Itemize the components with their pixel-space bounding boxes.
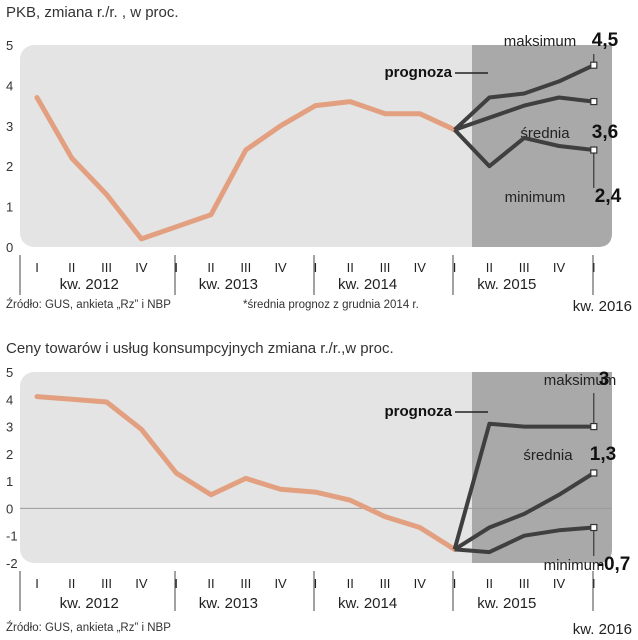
series-value-maksimum: 3 xyxy=(599,369,610,390)
x-tick-label: I xyxy=(592,576,596,591)
x-tick-label: III xyxy=(240,260,251,275)
y-tick-label: 5 xyxy=(6,38,13,53)
x-tick-label: III xyxy=(101,260,112,275)
forecast-line-maksimum xyxy=(452,421,594,550)
series-value-minimum: 2,4 xyxy=(595,186,622,207)
x-tick-label: IV xyxy=(414,260,427,275)
series-label-maksimum: maksimum xyxy=(544,372,617,389)
forecast-line-średnia xyxy=(453,95,595,132)
x-tick-label: II xyxy=(207,576,214,591)
x-tick-label: I xyxy=(174,260,178,275)
x-tick-label: IV xyxy=(135,576,148,591)
y-tick-label: -1 xyxy=(6,529,18,544)
x-tick-label: IV xyxy=(274,576,287,591)
x-tick-label: I xyxy=(314,576,318,591)
forecast-label: prognoza xyxy=(385,64,453,81)
chart-title: Ceny towarów i usług konsumpcyjnych zmia… xyxy=(6,340,394,357)
forecast-line-średnia xyxy=(453,471,595,552)
x-tick-label: III xyxy=(380,576,391,591)
x-tick-label: III xyxy=(380,260,391,275)
series-value-minimum: -0,7 xyxy=(598,554,631,575)
year-label: kw. 2014 xyxy=(338,276,397,293)
actual-series-line xyxy=(34,95,458,242)
year-label-2016: kw. 2016 xyxy=(572,621,632,638)
cpi-chart: Ceny towarów i usług konsumpcyjnych zmia… xyxy=(0,320,638,640)
x-tick-label: I xyxy=(314,260,318,275)
end-marker xyxy=(590,422,598,431)
x-tick-label: II xyxy=(347,260,354,275)
series-value-średnia: 3,6 xyxy=(592,122,618,143)
x-tick-label: I xyxy=(174,576,178,591)
year-label: kw. 2013 xyxy=(199,595,258,612)
series-value-maksimum: 4,5 xyxy=(592,30,619,51)
x-tick-label: II xyxy=(68,260,75,275)
year-label: kw. 2015 xyxy=(477,276,536,293)
x-tick-label: IV xyxy=(553,576,566,591)
x-tick-label: I xyxy=(35,576,39,591)
x-tick-label: III xyxy=(519,260,530,275)
y-tick-label: 0 xyxy=(6,501,13,516)
actual-series-line xyxy=(34,394,458,552)
y-tick-label: 3 xyxy=(6,420,13,435)
x-tick-label: II xyxy=(68,576,75,591)
plot-background xyxy=(20,45,612,247)
x-tick-label: I xyxy=(453,260,457,275)
forecast-line-minimum xyxy=(453,128,595,169)
end-marker xyxy=(590,61,598,69)
y-tick-label: 2 xyxy=(6,159,13,174)
forecast-line-maksimum xyxy=(453,63,595,132)
series-label-minimum: minimum xyxy=(544,557,605,574)
x-tick-label: III xyxy=(240,576,251,591)
x-tick-label: IV xyxy=(414,576,427,591)
x-tick-label: I xyxy=(35,260,39,275)
y-tick-label: 1 xyxy=(6,474,13,489)
x-tick-label: II xyxy=(207,260,214,275)
y-tick-label: 2 xyxy=(6,447,13,462)
x-tick-label: II xyxy=(486,576,493,591)
y-tick-label: 4 xyxy=(6,78,13,93)
forecast-region xyxy=(472,45,612,247)
year-label: kw. 2013 xyxy=(199,276,258,293)
x-tick-label: III xyxy=(519,576,530,591)
y-tick-label: 4 xyxy=(6,392,13,407)
year-label: kw. 2012 xyxy=(60,595,119,612)
forecast-region xyxy=(472,372,612,563)
year-label-2016: kw. 2016 xyxy=(572,298,632,315)
x-tick-label: IV xyxy=(553,260,566,275)
x-tick-label: I xyxy=(592,260,596,275)
year-label: kw. 2015 xyxy=(477,595,536,612)
series-label-maksimum: maksimum xyxy=(504,33,577,50)
year-label: kw. 2014 xyxy=(338,595,397,612)
y-tick-label: 3 xyxy=(6,119,13,134)
chart-title: PKB, zmiana r./r. , w proc. xyxy=(6,4,179,21)
x-tick-label: II xyxy=(486,260,493,275)
end-marker xyxy=(590,523,598,532)
forecast-label: prognoza xyxy=(385,403,453,420)
x-tick-label: II xyxy=(347,576,354,591)
year-label: kw. 2012 xyxy=(60,276,119,293)
x-tick-label: I xyxy=(453,576,457,591)
forecast-note: *średnia prognoz z grudnia 2014 r. xyxy=(243,299,419,311)
source-note: Źródło: GUS, ankieta „Rz” i NBP xyxy=(6,299,171,311)
y-tick-label: 0 xyxy=(6,240,13,255)
series-label-minimum: minimum xyxy=(505,189,566,206)
source-note: Źródło: GUS, ankieta „Rz” i NBP xyxy=(6,622,171,634)
series-label-średnia: średnia xyxy=(523,447,573,464)
x-tick-label: III xyxy=(101,576,112,591)
y-tick-label: 1 xyxy=(6,200,13,215)
gdp-chart: PKB, zmiana r./r. , w proc. 0 1 2 3 4 5 I II III… xyxy=(6,4,632,315)
end-marker xyxy=(590,469,598,477)
series-value-średnia: 1,3 xyxy=(590,444,616,465)
series-label-średnia: średnia xyxy=(520,125,570,142)
y-tick-label: -2 xyxy=(6,556,18,571)
y-tick-label: 5 xyxy=(6,365,13,380)
end-marker xyxy=(590,97,598,106)
end-marker xyxy=(590,146,598,154)
forecast-line-minimum xyxy=(454,525,594,555)
x-tick-label: IV xyxy=(274,260,287,275)
x-tick-label: IV xyxy=(135,260,148,275)
